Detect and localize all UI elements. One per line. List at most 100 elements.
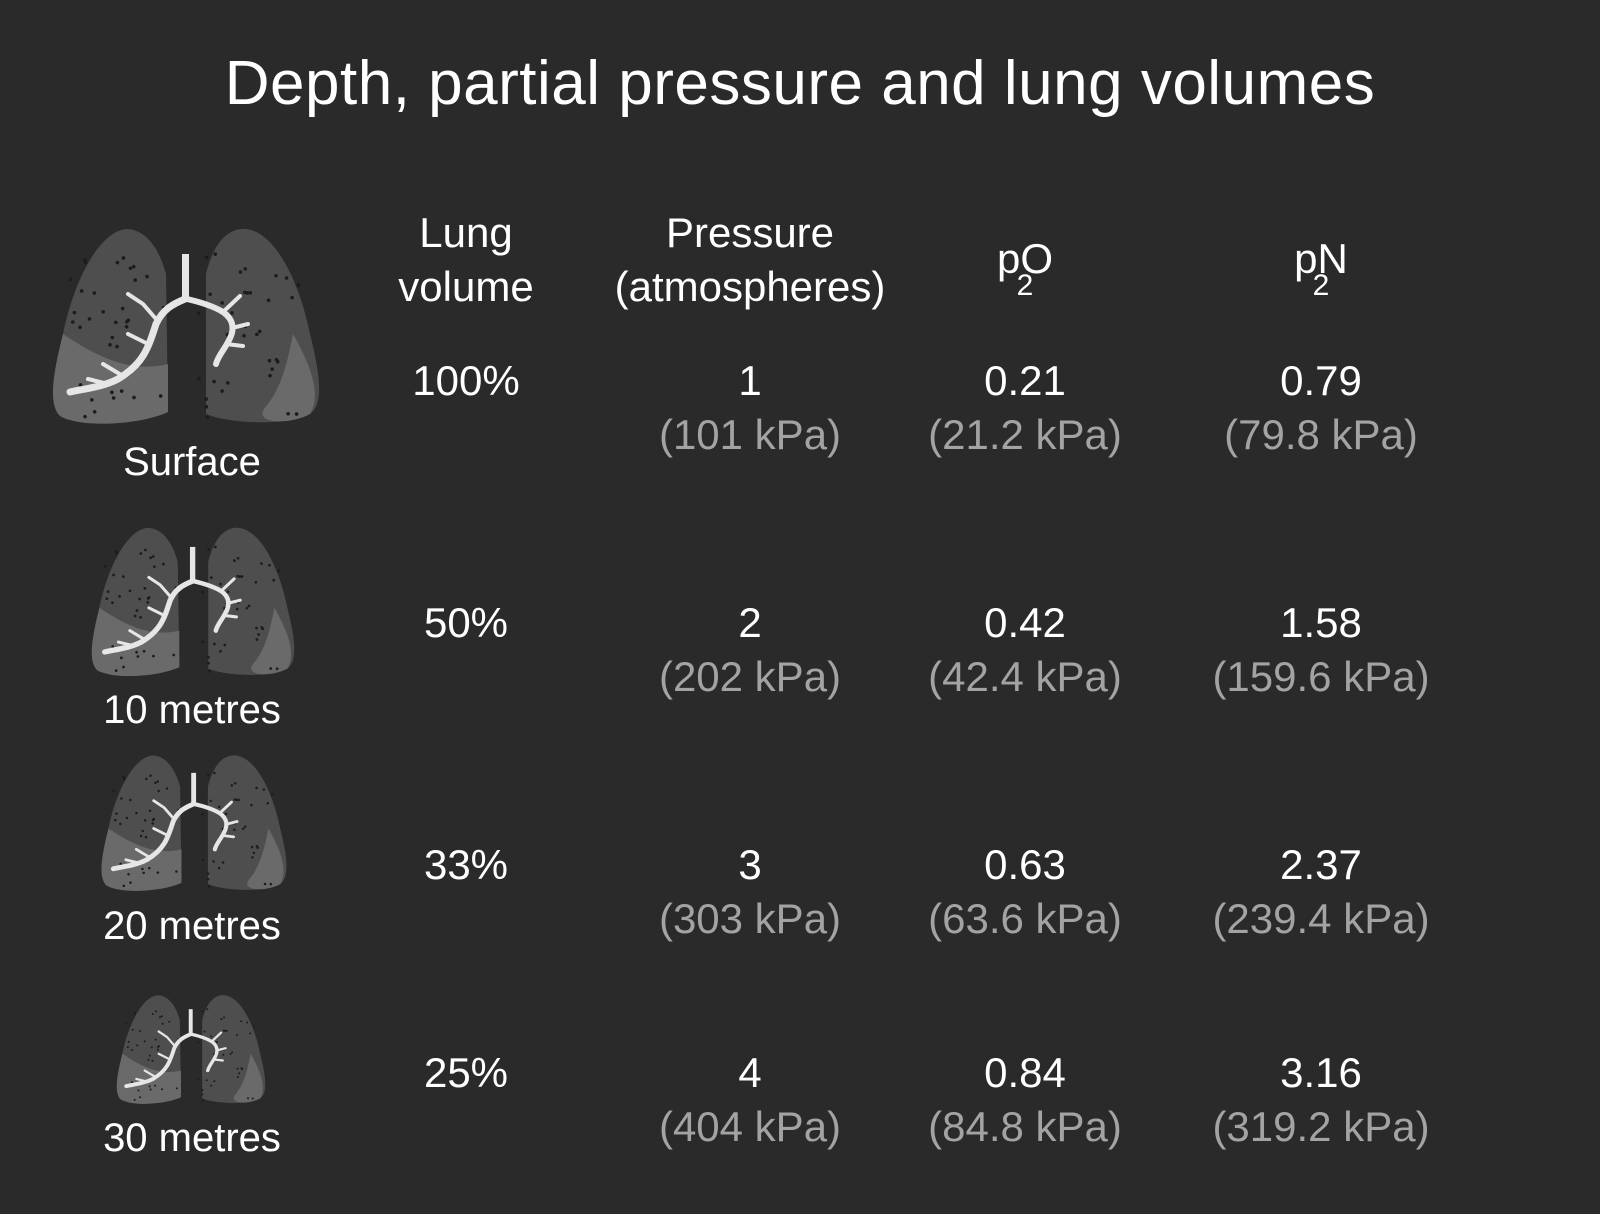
alveolus-dot	[103, 564, 107, 568]
right-bronchioles	[219, 577, 242, 619]
alveolus-dot	[286, 411, 290, 416]
alveolus-dot	[260, 562, 263, 565]
lungs-icon-10m	[88, 524, 298, 684]
alveolus-dot	[148, 1085, 151, 1088]
pn2-value: 3.16	[1280, 1049, 1362, 1096]
alveolus-dot	[90, 398, 94, 402]
alveolus-dot	[138, 1029, 141, 1032]
alveolus-dot	[144, 548, 147, 552]
alveolus-dot	[160, 1015, 163, 1018]
lungs-icon-20m	[98, 752, 290, 898]
pn2-cell: 1.58 (159.6 kPa)	[1176, 596, 1466, 704]
header-pressure-line1: Pressure	[665, 209, 835, 256]
alveolus-dot	[233, 781, 237, 785]
pressure-value: 3	[738, 841, 762, 888]
alveolus-dot	[201, 1089, 204, 1092]
alveolus-dot	[235, 798, 238, 802]
alveolus-dot	[139, 615, 142, 619]
alveolus-dot	[119, 389, 124, 393]
alveolus-dot	[124, 324, 129, 329]
po2-cell: 0.21 (21.2 kPa)	[880, 354, 1170, 462]
alveolus-dot	[269, 667, 273, 670]
pressure-cell: 4 (404 kPa)	[600, 1046, 900, 1154]
alveolus-dot	[257, 329, 262, 334]
alveolus-dot	[207, 885, 211, 888]
right-lung-lower-lobe	[247, 828, 284, 890]
alveolus-dot	[252, 1025, 255, 1028]
alveolus-dot	[213, 1080, 216, 1083]
alveolus-dot	[145, 274, 149, 279]
alveolus-dot	[122, 665, 125, 669]
right-bronchus	[192, 802, 229, 852]
alveolus-dot	[204, 397, 209, 401]
alveolus-dot	[158, 394, 163, 398]
alveolus-dot	[127, 873, 130, 876]
right-lung-lower-lobe	[233, 1053, 263, 1103]
right-bronchus	[184, 296, 236, 367]
alveolus-dot	[139, 1096, 142, 1099]
alveolus-dot	[79, 289, 84, 293]
alveolus-dot	[217, 805, 221, 809]
alveolus-dot	[83, 258, 87, 262]
alveolus-dot	[238, 270, 243, 274]
alveolus-dot	[161, 562, 165, 566]
alveolus-dot	[137, 1089, 140, 1092]
alveolus-dot	[213, 642, 216, 646]
pressure-value: 4	[738, 1049, 762, 1096]
alveolus-dot	[248, 290, 253, 295]
alveolus-dot	[197, 1041, 200, 1044]
alveolus-dot	[157, 1045, 160, 1048]
alveolus-dot	[158, 1016, 161, 1019]
alveolus-dot	[238, 1072, 241, 1075]
alveolus-dot	[148, 1054, 151, 1057]
alveolus-dot	[112, 573, 115, 577]
alveolus-dot	[205, 415, 210, 420]
header-lung-volume: Lung volume	[366, 206, 566, 314]
alveolus-dot	[70, 320, 75, 324]
pn2-kpa: (239.4 kPa)	[1212, 895, 1430, 942]
alveolus-dot	[205, 1079, 208, 1082]
alveolus-dot	[157, 789, 160, 793]
alveolus-dot	[201, 1099, 204, 1102]
alveolus-dot	[114, 320, 118, 325]
alveolus-dot	[213, 771, 216, 775]
alveolus-dot	[251, 1097, 254, 1100]
alveolus-dot	[246, 1097, 249, 1100]
alveolus-dot	[237, 798, 240, 802]
alveolus-dot	[266, 298, 271, 303]
trachea	[191, 772, 197, 805]
alveolus-dot	[213, 545, 217, 549]
left-bronchus	[66, 295, 189, 396]
alveolus-dot	[267, 358, 272, 363]
alveolus-dot	[144, 835, 148, 839]
alveolus-dot	[133, 614, 137, 618]
alveolus-dot	[275, 667, 279, 671]
alveolus-dot	[206, 872, 210, 875]
alveolus-dot	[121, 256, 126, 260]
alveolus-dot	[110, 390, 114, 395]
alveolus-dot	[219, 649, 222, 653]
alveolus-dot	[236, 1067, 239, 1070]
alveolus-dot	[147, 1058, 150, 1061]
po2-kpa: (84.8 kPa)	[928, 1103, 1122, 1150]
alveolus-dot	[143, 1040, 146, 1043]
alveolus-dot	[139, 552, 143, 555]
alveolus-dot	[210, 1035, 213, 1038]
header-po2-label: pO 2	[900, 232, 1150, 301]
alveolus-dot	[156, 871, 160, 874]
alveolus-dot	[204, 405, 209, 409]
alveolus-dot	[240, 1067, 243, 1070]
alveolus-dot	[236, 1034, 239, 1037]
right-bronchioles	[218, 800, 239, 839]
alveolus-dot	[152, 565, 156, 569]
right-lung-lower-lobe	[262, 334, 315, 422]
header-pressure-line2: (atmospheres)	[614, 263, 886, 310]
alveolus-dot	[225, 1029, 228, 1032]
alveolus-dot	[226, 590, 230, 594]
alveolus-dot	[152, 654, 155, 658]
alveolus-dot	[290, 295, 294, 300]
alveolus-dot	[87, 317, 92, 321]
alveolus-dot	[111, 396, 116, 400]
left-bronchioles	[86, 292, 158, 386]
alveolus-dot	[154, 781, 157, 785]
